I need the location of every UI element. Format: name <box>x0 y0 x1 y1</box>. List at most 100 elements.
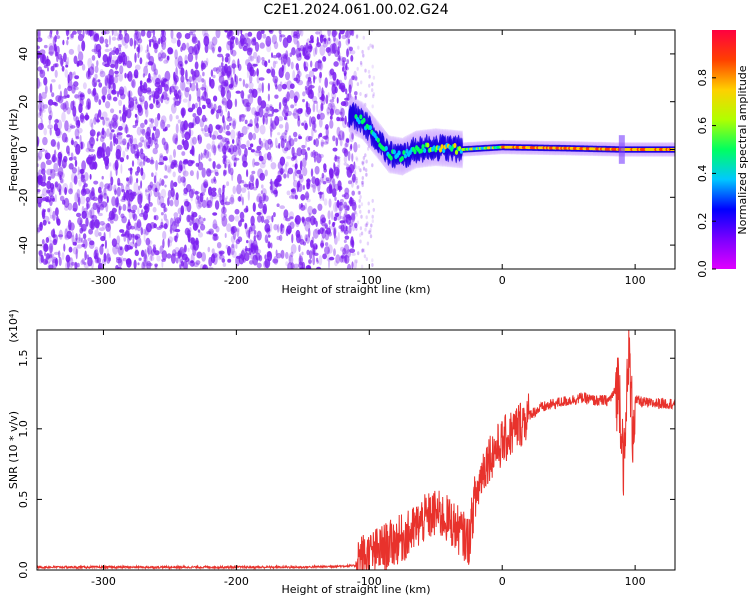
noise-blob <box>319 227 324 235</box>
noise-blob <box>221 100 225 104</box>
noise-blob <box>242 99 245 105</box>
noise-blob <box>351 132 354 140</box>
noise-blob <box>306 179 311 183</box>
noise-blob <box>198 215 202 219</box>
noise-blob <box>61 111 66 123</box>
chart-title: C2E1.2024.061.00.02.G24 <box>263 2 448 18</box>
noise-blob <box>107 57 109 66</box>
noise-blob <box>141 261 145 269</box>
noise-blob <box>292 112 296 116</box>
noise-blob <box>188 122 194 129</box>
noise-blob <box>118 99 123 107</box>
noise-blob <box>126 55 130 63</box>
noise-blob <box>227 53 231 65</box>
noise-blob <box>345 88 348 95</box>
noise-blob <box>113 184 117 193</box>
noise-blob <box>74 261 78 269</box>
noise-blob <box>241 179 245 184</box>
noise-blob <box>315 45 318 55</box>
noise-blob <box>295 109 301 113</box>
noise-blob <box>126 177 129 182</box>
noise-blob <box>128 198 131 208</box>
noise-blob <box>153 40 159 48</box>
colorbar-tick-label: 0.6 <box>696 117 709 135</box>
noise-blob <box>224 79 229 87</box>
noise-blob <box>250 240 255 247</box>
noise-blob <box>344 115 347 125</box>
noise-blob <box>296 169 302 175</box>
noise-blob <box>136 219 142 229</box>
noise-blob <box>264 254 267 260</box>
noise-blob <box>122 104 126 115</box>
noise-blob <box>308 227 311 238</box>
noise-blob <box>204 124 208 133</box>
noise-blob <box>153 215 157 220</box>
noise-blob <box>298 47 301 52</box>
noise-blob <box>216 164 222 170</box>
noise-blob <box>246 105 251 112</box>
noise-blob <box>334 156 341 160</box>
noise-blob <box>330 223 334 231</box>
noise-blob <box>176 232 179 239</box>
noise-blob <box>301 47 307 57</box>
noise-blob <box>97 79 101 83</box>
noise-blob <box>220 62 224 68</box>
noise-blob <box>134 242 138 249</box>
noise-blob <box>154 265 158 269</box>
noise-blob <box>87 57 93 69</box>
noise-blob <box>70 262 76 266</box>
noise-blob <box>176 39 181 48</box>
noise-blob <box>222 155 228 159</box>
noise-blob <box>338 82 341 90</box>
noise-blob <box>265 116 268 125</box>
x-tick-label: 0 <box>499 575 506 588</box>
noise-blob <box>266 44 272 53</box>
noise-blob <box>166 124 171 128</box>
noise-blob <box>248 132 253 141</box>
noise-blob <box>357 144 361 149</box>
noise-blob <box>98 99 102 106</box>
noise-blob <box>37 197 43 205</box>
noise-blob <box>165 218 169 228</box>
noise-blob <box>76 262 80 268</box>
noise-blob <box>279 234 283 242</box>
noise-blob <box>199 192 204 203</box>
noise-blob <box>235 75 239 85</box>
noise-blob <box>146 262 153 267</box>
noise-blob <box>237 140 242 149</box>
noise-blob <box>104 163 109 170</box>
noise-blob <box>270 178 273 187</box>
noise-blob <box>98 212 103 217</box>
noise-blob <box>104 48 110 53</box>
noise-blob <box>368 74 371 79</box>
noise-blob <box>311 236 315 244</box>
noise-blob <box>225 104 228 113</box>
noise-blob <box>339 220 345 224</box>
noise-blob <box>76 188 81 199</box>
noise-blob <box>294 194 298 200</box>
noise-blob <box>198 203 203 208</box>
noise-blob <box>179 92 183 97</box>
noise-blob <box>163 223 168 230</box>
noise-blob <box>153 187 159 198</box>
noise-blob <box>86 201 89 210</box>
noise-blob <box>200 95 204 99</box>
noise-blob <box>206 143 212 150</box>
noise-blob <box>140 128 146 135</box>
noise-blob <box>102 118 106 126</box>
noise-blob <box>74 75 80 80</box>
noise-blob <box>334 154 337 162</box>
noise-blob <box>332 71 337 81</box>
noise-blob <box>163 84 169 92</box>
noise-blob <box>336 78 339 86</box>
noise-blob <box>322 181 327 185</box>
noise-blob <box>94 65 99 74</box>
noise-blob <box>248 247 252 256</box>
noise-blob <box>91 187 95 197</box>
noise-blob <box>200 97 207 101</box>
noise-blob <box>188 93 192 102</box>
noise-blob <box>81 243 86 248</box>
noise-blob <box>182 176 186 184</box>
noise-blob <box>184 227 190 236</box>
noise-blob <box>85 112 89 121</box>
